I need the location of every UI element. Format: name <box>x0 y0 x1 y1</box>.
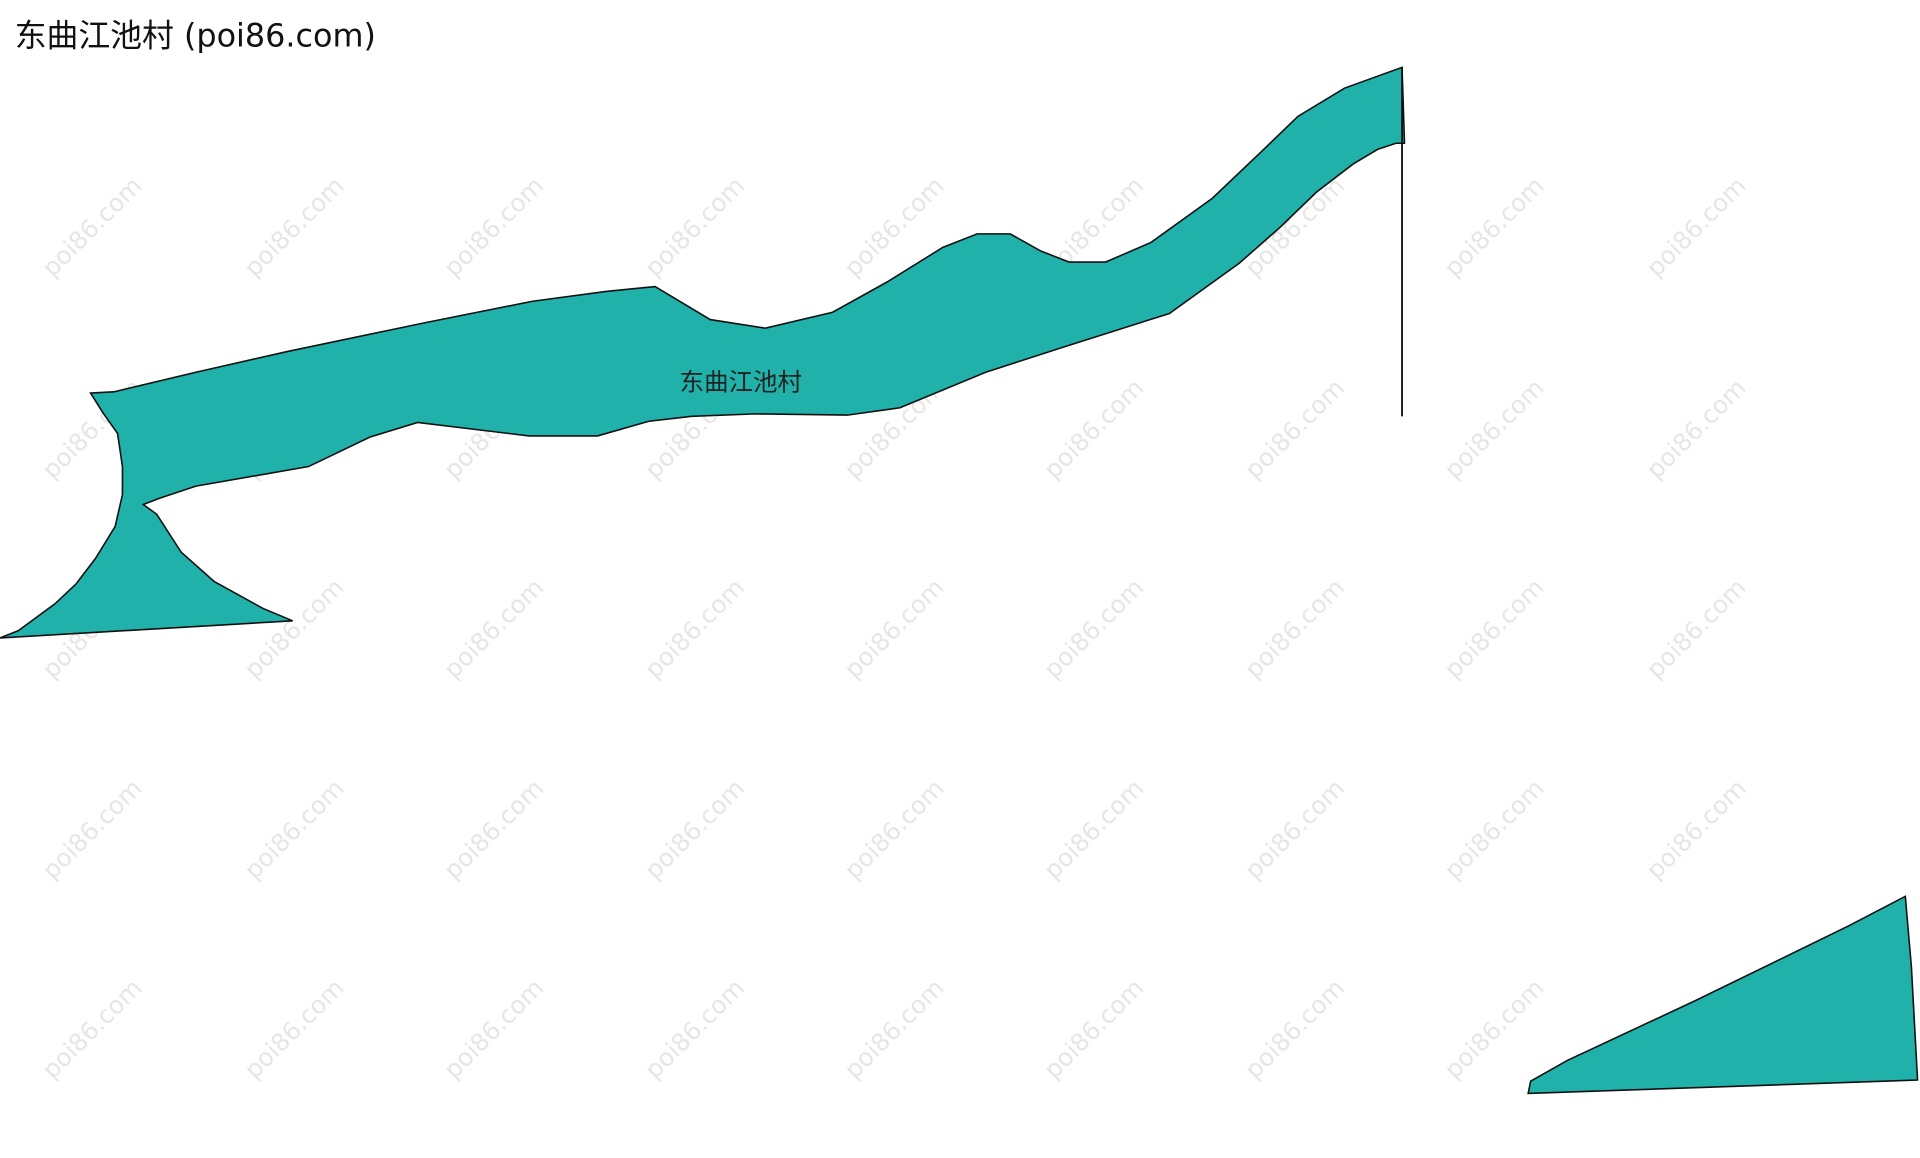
watermark: poi86.com <box>1640 171 1751 282</box>
watermark: poi86.com <box>1438 573 1549 684</box>
watermark: poi86.com <box>238 973 349 1084</box>
watermark: poi86.com <box>1438 373 1549 484</box>
watermark: poi86.com <box>639 773 750 884</box>
watermark: poi86.com <box>36 171 147 282</box>
watermark: poi86.com <box>1038 973 1149 1084</box>
watermark: poi86.com <box>1239 373 1350 484</box>
watermark: poi86.com <box>238 773 349 884</box>
watermark: poi86.com <box>838 773 949 884</box>
region-shape <box>1527 895 1919 1095</box>
watermark: poi86.com <box>838 973 949 1084</box>
region-label: 东曲江池村 <box>680 368 802 397</box>
watermark: poi86.com <box>1438 171 1549 282</box>
page-title: 东曲江池村 (poi86.com) <box>15 17 376 55</box>
watermark: poi86.com <box>36 773 147 884</box>
region-shape <box>0 66 1406 639</box>
watermark: poi86.com <box>1438 973 1549 1084</box>
watermark: poi86.com <box>438 973 549 1084</box>
watermark: poi86.com <box>238 171 349 282</box>
watermark: poi86.com <box>639 171 750 282</box>
watermark: poi86.com <box>438 573 549 684</box>
watermark: poi86.com <box>1239 973 1350 1084</box>
watermark: poi86.com <box>438 171 549 282</box>
watermark: poi86.com <box>639 573 750 684</box>
watermark: poi86.com <box>1239 573 1350 684</box>
watermark: poi86.com <box>1640 373 1751 484</box>
watermark: poi86.com <box>1038 373 1149 484</box>
watermark: poi86.com <box>238 573 349 684</box>
watermark: poi86.com <box>639 973 750 1084</box>
watermark: poi86.com <box>1438 773 1549 884</box>
watermark: poi86.com <box>36 973 147 1084</box>
watermark: poi86.com <box>1038 573 1149 684</box>
watermark: poi86.com <box>1038 773 1149 884</box>
watermark: poi86.com <box>838 573 949 684</box>
watermark: poi86.com <box>1239 773 1350 884</box>
watermark: poi86.com <box>438 773 549 884</box>
watermark: poi86.com <box>1640 573 1751 684</box>
watermark: poi86.com <box>1640 773 1751 884</box>
